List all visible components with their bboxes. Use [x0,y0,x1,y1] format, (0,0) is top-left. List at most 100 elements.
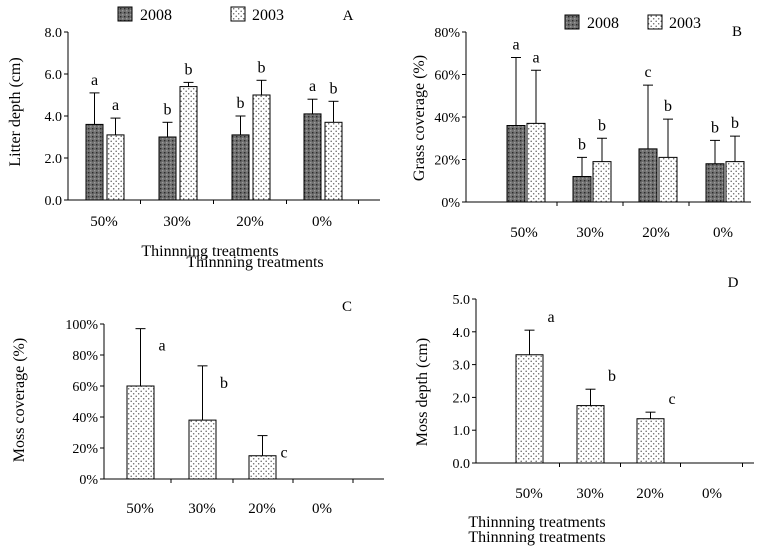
bar-2008-0pct [303,113,322,201]
legend-swatch [647,14,663,30]
legend-swatch [564,14,580,30]
panel-letter: C [342,299,352,315]
x-category-label: 20% [248,501,276,517]
significance-letter: a [158,338,165,355]
bar-series-20pct [636,418,665,464]
bar-2003-30pct [592,161,612,203]
y-tick-label: 4.0 [45,110,63,125]
x-category-label: 0% [702,486,722,502]
x-category-label: 50% [90,214,118,230]
legend-label: 2008 [140,7,172,24]
y-tick-label: 100% [65,318,98,333]
x-category-label: 50% [510,225,538,241]
bar-2003-0pct [324,121,343,201]
legend-label: 2008 [587,15,619,32]
y-tick-label: 2.0 [453,391,471,406]
significance-letter: a [112,97,119,114]
bar-series-20pct [248,455,277,480]
significance-letter: b [731,115,739,132]
significance-letter: b [164,101,172,118]
y-tick-label: 0% [79,473,98,488]
significance-letter: b [578,136,586,153]
significance-letter: b [258,59,266,76]
bar-2008-50pct [506,125,526,203]
x-category-label: 0% [312,501,332,517]
chart-panel-b: 0%20%40%60%80%50% 30% 20% 0%abcbabbbThinnni… [186,14,751,271]
x-axis-title: Thinnning treatments [468,514,605,531]
y-axis-title: Grass coverage (%) [411,55,428,181]
chart-panel-d: 0.0 1.0 2.0 3.0 4.0 5.0 50% 30% 20% 0% a b c Thinnnin… [414,275,754,531]
y-axis-title: Moss coverage (%) [11,338,28,462]
y-tick-label: 0% [441,196,460,211]
bar-2003-0pct [725,161,745,203]
bar-2008-20pct [638,148,658,203]
significance-letter: b [664,98,672,115]
x-category-label: 30% [576,225,604,241]
y-tick-label: 20% [72,442,98,457]
bar-2008-50pct [85,123,104,201]
x-category-label: 50% [126,501,154,517]
panel-letter: B [732,24,742,40]
y-tick-label: 20% [434,154,460,169]
significance-letter: b [237,95,245,112]
bar-2008-20pct [231,134,250,201]
x-category-label: 0% [713,225,733,241]
significance-letter: a [309,78,316,95]
bar-2003-20pct [252,94,271,201]
legend-swatch [230,6,246,22]
significance-letter: b [185,61,193,78]
panel-letter: D [728,275,739,291]
x-category-label: 0% [312,214,332,230]
legend-swatch [117,6,133,22]
bar-series-30pct [576,405,605,464]
x-category-label: 20% [642,225,670,241]
bar-2003-20pct [658,156,678,203]
x-category-label: 20% [636,486,664,502]
y-tick-label: 80% [72,349,98,364]
x-category-label: 20% [236,214,264,230]
y-tick-label: 40% [72,411,98,426]
significance-letter: b [608,368,616,385]
significance-letter: b [220,375,228,392]
x-category-label: 30% [576,486,604,502]
y-tick-label: 6.0 [45,68,63,83]
bar-2008-30pct [572,176,592,203]
bar-series-30pct [188,419,217,480]
y-tick-label: 0.0 [45,194,63,209]
significance-letter: a [91,72,98,89]
significance-letter: c [280,445,287,462]
y-tick-label: 1.0 [453,424,471,439]
y-tick-label: 3.0 [453,359,471,374]
bar-2003-50pct [526,122,546,203]
bar-series-50pct [515,354,544,464]
y-axis-title: Litter depth (cm) [7,57,24,166]
y-tick-label: 2.0 [45,152,63,167]
significance-letter: b [330,80,338,97]
legend-label: 2003 [669,15,701,32]
significance-letter: a [512,37,519,54]
chart-panel-c: 0% 20% 40% 60% 80% 100% 50% 30% 20% 0% a b c Thinnnin… [11,299,606,546]
y-tick-label: 4.0 [453,326,471,341]
y-tick-label: 40% [434,111,460,126]
panel-letter: A [343,8,354,24]
significance-letter: a [532,49,539,66]
significance-letter: c [644,64,651,81]
x-category-label: 50% [515,486,543,502]
significance-letter: b [598,117,606,134]
significance-letter: b [711,119,719,136]
legend-label: 2003 [252,7,284,24]
significance-letter: c [668,391,675,408]
y-tick-label: 5.0 [453,293,471,308]
bar-2003-50pct [106,134,125,201]
y-axis-title: Moss depth (cm) [414,338,431,446]
y-tick-label: 60% [434,69,460,84]
bar-2003-30pct [179,86,198,201]
y-tick-label: 60% [72,380,98,395]
x-category-label: 30% [188,501,216,517]
bar-2008-30pct [158,136,177,201]
x-axis-title: Thinnning treatments [186,254,323,271]
y-tick-label: 0.0 [453,457,471,472]
y-tick-label: 80% [434,26,460,41]
